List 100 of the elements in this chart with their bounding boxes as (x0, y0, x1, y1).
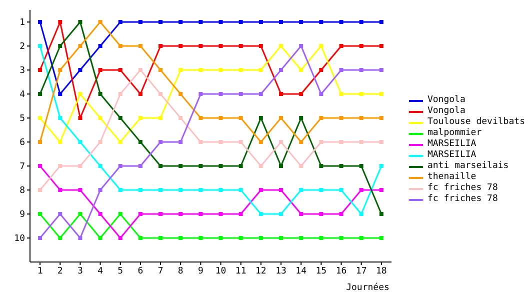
point (279, 188, 284, 192)
point (78, 20, 82, 24)
point (258, 164, 263, 168)
legend-label: malpommier (427, 128, 482, 139)
point (218, 236, 223, 240)
point (178, 212, 183, 216)
point (118, 140, 122, 144)
point (98, 212, 102, 216)
x-tick-label: 18 (376, 266, 387, 276)
point (138, 236, 142, 240)
point (38, 164, 42, 168)
x-tick-label: 12 (256, 266, 266, 276)
point (379, 140, 384, 144)
x-tick-label: 8 (178, 266, 184, 276)
point (279, 236, 284, 240)
point (218, 44, 223, 48)
point (238, 140, 243, 144)
point (198, 68, 203, 72)
legend-label: anti marseilais (427, 161, 509, 172)
point (58, 236, 62, 240)
point (198, 164, 203, 168)
point (78, 188, 82, 192)
point (138, 212, 142, 216)
point (319, 68, 324, 72)
x-tick-label: 2 (57, 266, 63, 276)
point (178, 44, 183, 48)
point (78, 140, 82, 144)
point (299, 188, 304, 192)
point (58, 116, 62, 120)
point (299, 212, 304, 216)
point (58, 140, 62, 144)
point (319, 92, 324, 96)
point (218, 116, 223, 120)
point (98, 20, 102, 24)
point (58, 188, 62, 192)
point (359, 68, 364, 72)
x-tick-label: 14 (296, 266, 307, 276)
x-tick-label: 9 (198, 266, 204, 276)
legend-label: thenaille (427, 172, 476, 183)
y-tick-label: 2 (20, 42, 25, 52)
legend-label: Vongola (427, 106, 466, 117)
x-tick-label: 7 (158, 266, 164, 276)
point (339, 236, 344, 240)
point (98, 188, 102, 192)
legend-label: Vongola (427, 95, 466, 106)
x-axis-title: Journées (346, 282, 390, 293)
y-tick-label: 1 (20, 18, 25, 28)
point (279, 212, 284, 216)
point (319, 116, 324, 120)
point (279, 92, 284, 96)
point (78, 44, 82, 48)
point (78, 116, 82, 120)
point (78, 68, 82, 72)
point (279, 20, 284, 24)
point (118, 92, 122, 96)
point (218, 212, 223, 216)
point (258, 92, 263, 96)
point (38, 20, 42, 24)
point (279, 68, 284, 72)
y-tick-label: 8 (20, 186, 25, 196)
point (379, 188, 384, 192)
point (58, 212, 62, 216)
point (138, 116, 142, 120)
point (359, 116, 364, 120)
point (178, 92, 183, 96)
point (238, 116, 243, 120)
point (339, 20, 344, 24)
x-tick-label: 4 (98, 266, 103, 276)
point (258, 20, 263, 24)
point (38, 44, 42, 48)
point (299, 68, 304, 72)
point (38, 68, 42, 72)
point (379, 68, 384, 72)
y-tick-label: 10 (14, 234, 25, 244)
point (319, 140, 324, 144)
point (178, 68, 183, 72)
point (78, 92, 82, 96)
point (118, 164, 122, 168)
y-tick-label: 9 (20, 210, 25, 220)
point (178, 116, 183, 120)
point (339, 92, 344, 96)
point (98, 92, 102, 96)
point (98, 68, 102, 72)
point (178, 236, 183, 240)
point (379, 236, 384, 240)
point (258, 212, 263, 216)
y-tick-label: 6 (20, 138, 25, 148)
point (38, 212, 42, 216)
point (138, 20, 142, 24)
x-tick-label: 15 (316, 266, 327, 276)
x-tick-label: 13 (276, 266, 286, 276)
point (58, 68, 62, 72)
point (178, 188, 183, 192)
point (339, 212, 344, 216)
point (58, 92, 62, 96)
point (218, 164, 223, 168)
point (238, 92, 243, 96)
point (258, 188, 263, 192)
point (138, 68, 142, 72)
point (258, 236, 263, 240)
